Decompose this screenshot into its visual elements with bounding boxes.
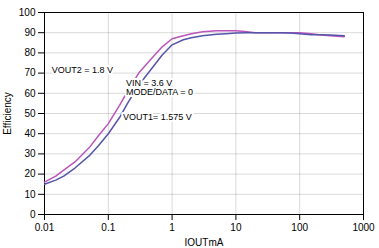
svg-text:80: 80 xyxy=(24,47,36,58)
svg-text:0.01: 0.01 xyxy=(35,222,55,233)
svg-text:10: 10 xyxy=(24,189,36,200)
svg-text:100: 100 xyxy=(291,222,308,233)
svg-text:Efficiency: Efficiency xyxy=(2,92,13,135)
svg-text:VIN = 3.6 VMODE/DATA = 0: VIN = 3.6 VMODE/DATA = 0 xyxy=(126,78,193,97)
svg-text:1: 1 xyxy=(169,222,175,233)
svg-text:70: 70 xyxy=(24,67,36,78)
svg-text:20: 20 xyxy=(24,168,36,179)
svg-text:50: 50 xyxy=(24,108,36,119)
svg-text:60: 60 xyxy=(24,88,36,99)
svg-text:0: 0 xyxy=(30,209,36,220)
svg-text:30: 30 xyxy=(24,148,36,159)
svg-text:100: 100 xyxy=(19,7,36,18)
svg-text:10: 10 xyxy=(230,222,242,233)
svg-text:VOUT2 = 1.8 V: VOUT2 = 1.8 V xyxy=(52,65,113,75)
svg-text:IOUTmA: IOUTmA xyxy=(185,237,224,248)
svg-text:40: 40 xyxy=(24,128,36,139)
svg-text:VOUT1= 1.575 V: VOUT1= 1.575 V xyxy=(123,112,192,122)
svg-text:0.1: 0.1 xyxy=(101,222,115,233)
svg-text:90: 90 xyxy=(24,27,36,38)
svg-text:1000: 1000 xyxy=(352,222,375,233)
